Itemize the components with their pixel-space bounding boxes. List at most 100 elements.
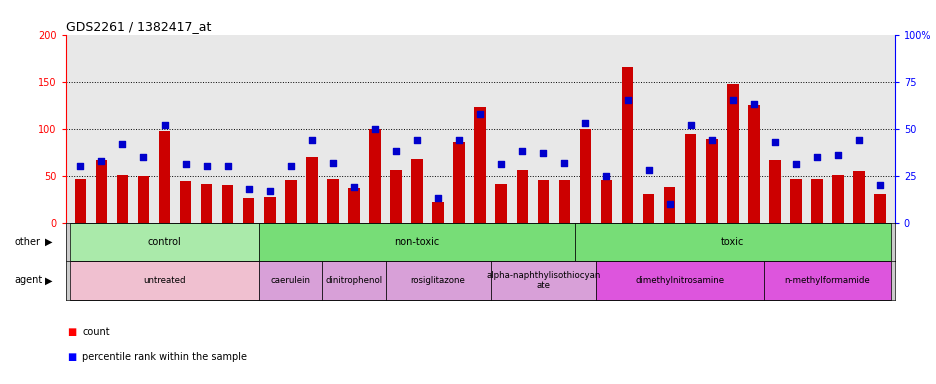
Bar <box>558 180 570 223</box>
Point <box>640 167 655 173</box>
Text: n-methylformamide: n-methylformamide <box>783 276 870 285</box>
Point <box>388 148 403 154</box>
Text: agent: agent <box>14 275 42 285</box>
Bar <box>873 195 885 223</box>
Point <box>851 137 866 143</box>
Bar <box>69 261 259 300</box>
Bar <box>69 223 259 261</box>
Bar <box>327 179 338 223</box>
Point <box>198 163 213 169</box>
Bar <box>575 223 890 261</box>
Text: count: count <box>82 327 110 337</box>
Bar <box>259 261 322 300</box>
Bar <box>684 134 695 223</box>
Point <box>325 159 340 166</box>
Bar <box>411 159 422 223</box>
Bar <box>95 160 107 223</box>
Bar <box>222 185 233 223</box>
Bar <box>180 181 191 223</box>
Text: dimethylnitrosamine: dimethylnitrosamine <box>635 276 724 285</box>
Point <box>346 184 361 190</box>
Point <box>556 159 571 166</box>
Point <box>598 173 613 179</box>
Point <box>724 98 739 104</box>
Bar <box>200 184 212 223</box>
Bar <box>516 170 528 223</box>
Bar <box>663 187 675 223</box>
Bar <box>116 175 128 223</box>
Point <box>241 186 256 192</box>
Point <box>578 120 592 126</box>
Bar <box>431 202 444 223</box>
Text: percentile rank within the sample: percentile rank within the sample <box>82 352 247 362</box>
Point <box>535 150 550 156</box>
Point <box>178 161 193 167</box>
Bar <box>348 188 359 223</box>
Point <box>367 126 382 132</box>
Bar <box>622 68 633 223</box>
Text: other: other <box>14 237 40 247</box>
Text: caerulein: caerulein <box>271 276 311 285</box>
Bar <box>853 171 864 223</box>
Point <box>304 137 319 143</box>
Bar <box>389 170 402 223</box>
Bar <box>259 223 575 261</box>
Bar <box>138 176 149 223</box>
Point <box>809 154 824 160</box>
Point <box>409 137 424 143</box>
Bar <box>726 84 738 223</box>
Bar <box>322 261 385 300</box>
Bar <box>831 175 843 223</box>
Text: ▶: ▶ <box>45 275 52 285</box>
Bar <box>537 180 548 223</box>
Point <box>746 101 761 107</box>
Point <box>871 182 886 188</box>
Bar <box>789 179 801 223</box>
Bar <box>579 129 591 223</box>
Bar <box>811 179 822 223</box>
Bar <box>764 261 890 300</box>
Point <box>283 163 298 169</box>
Point <box>787 161 802 167</box>
Text: alpha-naphthylisothiocyan
ate: alpha-naphthylisothiocyan ate <box>486 271 600 290</box>
Text: non-toxic: non-toxic <box>394 237 439 247</box>
Bar <box>264 197 275 223</box>
Text: dinitrophenol: dinitrophenol <box>325 276 382 285</box>
Point <box>620 98 635 104</box>
Point <box>115 141 130 147</box>
Bar <box>495 184 506 223</box>
Bar <box>474 107 486 223</box>
Bar <box>642 194 653 223</box>
Point <box>514 148 529 154</box>
Text: GDS2261 / 1382417_at: GDS2261 / 1382417_at <box>66 20 211 33</box>
Bar <box>242 198 255 223</box>
Point <box>704 137 719 143</box>
Text: untreated: untreated <box>143 276 185 285</box>
Bar <box>490 261 595 300</box>
Bar <box>306 157 317 223</box>
Bar <box>747 105 759 223</box>
Bar <box>705 139 717 223</box>
Text: rosiglitazone: rosiglitazone <box>410 276 465 285</box>
Bar <box>385 261 490 300</box>
Point <box>136 154 151 160</box>
Point <box>829 152 844 158</box>
Bar <box>453 142 464 223</box>
Text: ■: ■ <box>67 327 77 337</box>
Text: ■: ■ <box>67 352 77 362</box>
Bar <box>768 160 780 223</box>
Point <box>493 161 508 167</box>
Bar <box>369 129 380 223</box>
Text: control: control <box>148 237 182 247</box>
Point <box>767 139 782 145</box>
Point <box>94 157 109 164</box>
Point <box>472 111 487 117</box>
Bar <box>158 131 170 223</box>
Bar <box>75 179 86 223</box>
Bar <box>285 180 297 223</box>
Point <box>662 201 677 207</box>
Bar <box>595 261 764 300</box>
Point <box>451 137 466 143</box>
Bar <box>600 180 611 223</box>
Text: ▶: ▶ <box>45 237 52 247</box>
